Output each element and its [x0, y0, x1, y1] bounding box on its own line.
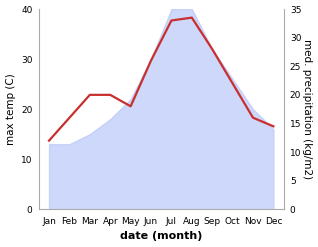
Y-axis label: max temp (C): max temp (C): [5, 73, 16, 145]
Y-axis label: med. precipitation (kg/m2): med. precipitation (kg/m2): [302, 39, 313, 179]
X-axis label: date (month): date (month): [120, 231, 203, 242]
